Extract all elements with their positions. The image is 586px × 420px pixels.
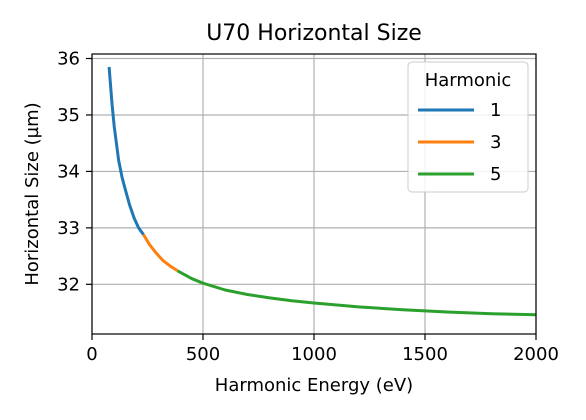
x-axis: 0 500 1000 1500 2000 [86,334,559,365]
y-tick-label: 32 [57,274,80,295]
plot-lines [107,66,537,317]
legend-label-3: 3 [490,132,501,153]
legend-label-5: 5 [490,164,501,185]
x-tick-label: 500 [186,344,220,365]
x-tick-label: 2000 [513,344,559,365]
y-tick-label: 35 [57,105,80,126]
x-tick-label: 1000 [291,344,337,365]
y-tick-label: 36 [57,49,80,70]
y-axis: 32 33 34 35 36 [57,49,92,295]
series-line-5 [176,269,537,317]
y-tick-label: 33 [57,218,80,239]
chart-title: U70 Horizontal Size [206,21,422,46]
y-axis-label: Horizontal Size (µm) [22,102,43,285]
legend-label-1: 1 [490,100,501,121]
y-tick-label: 34 [57,161,80,182]
legend-title: Harmonic [425,70,512,91]
x-tick-label: 0 [86,344,97,365]
legend: Harmonic 1 3 5 [407,61,529,193]
x-axis-label: Harmonic Energy (eV) [215,375,413,396]
legend-entries: 1 3 5 [418,100,501,185]
series-line-1 [107,66,145,236]
series-line-3 [142,233,179,273]
x-tick-label: 1500 [402,344,448,365]
legend-box [407,61,529,193]
